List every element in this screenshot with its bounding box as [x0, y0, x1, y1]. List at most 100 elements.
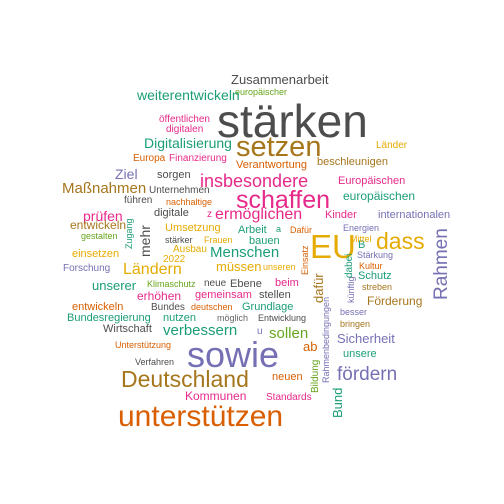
word-gemeinsam: gemeinsam [195, 289, 252, 301]
word-staerken: stärken [217, 95, 368, 147]
word-europaeischen-upper: Europäischen [338, 175, 406, 187]
word-neue: neue [204, 278, 227, 289]
word-unsere: unsere [343, 348, 377, 360]
word-beschleunigen: beschleunigen [317, 156, 388, 168]
word-sowie: sowie [187, 334, 280, 375]
word-verantwortung: Verantwortung [236, 159, 307, 171]
word-sorgen: sorgen [157, 169, 191, 181]
word-weiterentwickeln: weiterentwickeln [137, 87, 240, 103]
word-frauen: Frauen [204, 235, 233, 245]
word-zugang: Zugang [124, 218, 134, 249]
word-insbesondere: insbesondere [200, 171, 309, 191]
word-internationalen: internationalen [378, 209, 451, 221]
word-klimaschutz: Klimaschutz [147, 279, 196, 289]
word-besser: besser [340, 307, 368, 317]
word-europaeischen-lower: europäischen [343, 189, 416, 203]
word-kommunen: Kommunen [185, 389, 247, 403]
word-europa: Europa [133, 153, 166, 164]
word-unserer: unserer [92, 278, 137, 293]
word-schaffen: schaffen [236, 186, 331, 214]
word-neuen: neuen [272, 371, 303, 383]
word-muessen: müssen [216, 259, 262, 274]
word-pruefen: prüfen [83, 208, 123, 224]
word-bringen: bringen [340, 319, 371, 329]
word-entwickeln-lower: entwickeln [72, 301, 124, 313]
word-mehr: mehr [137, 225, 153, 257]
word-beim: beim [275, 277, 299, 289]
word-energien: Energien [343, 223, 380, 233]
word-deutschland: Deutschland [121, 366, 249, 392]
word-ebene: Ebene [230, 278, 262, 290]
word-grundlage: Grundlage [242, 301, 294, 313]
word-unseren: unseren [263, 262, 296, 272]
word-massnahmen: Maßnahmen [62, 180, 147, 197]
word-kultur: Kultur [359, 261, 383, 271]
word-schutz: Schutz [358, 270, 392, 282]
word-gestalten: gestalten [81, 231, 118, 241]
word-staerker: stärker [165, 235, 193, 245]
word-bildung: Bildung [310, 359, 321, 393]
word-kuenftig: künftig [346, 276, 356, 303]
word-finanzierung: Finanzierung [169, 153, 227, 164]
word-sollen: sollen [269, 325, 309, 342]
word-fuehren: führen [124, 195, 153, 206]
word-foerdern: fördern [337, 364, 398, 385]
word-rahmen: Rahmen [431, 228, 452, 300]
word-moeglich: möglich [217, 313, 249, 323]
word-erhoehen: erhöhen [137, 289, 182, 303]
word-eu: EU [310, 228, 356, 265]
word-arbeit: Arbeit [238, 224, 267, 236]
word-forschung: Forschung [63, 263, 111, 274]
word-bund: Bund [330, 387, 345, 418]
word-setzen: setzen [236, 131, 322, 163]
word-standards: Standards [266, 392, 312, 403]
word-verbessern: verbessern [163, 322, 238, 339]
word-menschen: Menschen [210, 244, 280, 261]
word-digitalisierung: Digitalisierung [144, 135, 232, 151]
word-unterstuetzung: Unterstützung [115, 340, 172, 350]
word-nutzen: nutzen [163, 312, 197, 324]
word-digitalen: digitalen [166, 124, 204, 135]
word-wirtschaft: Wirtschaft [103, 323, 152, 335]
word-verfahren: Verfahren [135, 357, 175, 367]
word-ermoeglichen: ermöglichen [215, 206, 303, 223]
word-stellen: stellen [259, 289, 291, 301]
word-zusammenarbeit: Zusammenarbeit [231, 72, 329, 87]
word-europaeischer: europäischer [235, 87, 288, 97]
word-mittel: Mittel [350, 234, 372, 244]
word-sicherheit: Sicherheit [337, 331, 395, 346]
word-bundes: Bundes [151, 302, 185, 313]
word-bundesregierung: Bundesregierung [67, 312, 151, 324]
word-ab: ab [303, 339, 318, 354]
word-foerderung: Förderung [367, 294, 423, 308]
word-einsatz: Einsatz [300, 245, 310, 275]
word-bauen: bauen [249, 235, 280, 247]
word-z: z [207, 209, 212, 220]
word-unternehmen: Unternehmen [149, 185, 210, 196]
word-laender: Länder [376, 140, 408, 151]
word-umsetzung: Umsetzung [165, 222, 221, 234]
word-ausbau: Ausbau [173, 244, 207, 255]
word-dabei: dabei [344, 253, 355, 278]
word-deutschen: deutschen [191, 302, 233, 312]
word-streben: streben [362, 282, 393, 292]
word-staerkung: Stärkung [357, 250, 394, 260]
word-entwickeln-left: entwickeln [70, 218, 127, 232]
word-dass: dass [376, 228, 425, 254]
word-digitale: digitale [154, 207, 189, 219]
word-a: a [276, 224, 282, 234]
word-b: B [358, 239, 366, 251]
word-u: u [257, 326, 263, 337]
word-entwicklung: Entwicklung [258, 313, 307, 323]
word-2022: 2022 [163, 254, 186, 265]
word-laendern: Ländern [123, 261, 182, 278]
word-oeffentlichen: öffentlichen [159, 114, 210, 125]
word-rahmenbedingungen: Rahmenbedingungen [321, 296, 331, 383]
word-ziel: Ziel [115, 166, 138, 182]
word-kinder: Kinder [325, 209, 357, 221]
word-nachhaltige: nachhaltige [166, 197, 213, 207]
word-unterstuetzen: unterstützen [118, 400, 284, 433]
word-dafuer-small: Dafür [290, 225, 313, 235]
word-einsetzen: einsetzen [72, 248, 120, 260]
